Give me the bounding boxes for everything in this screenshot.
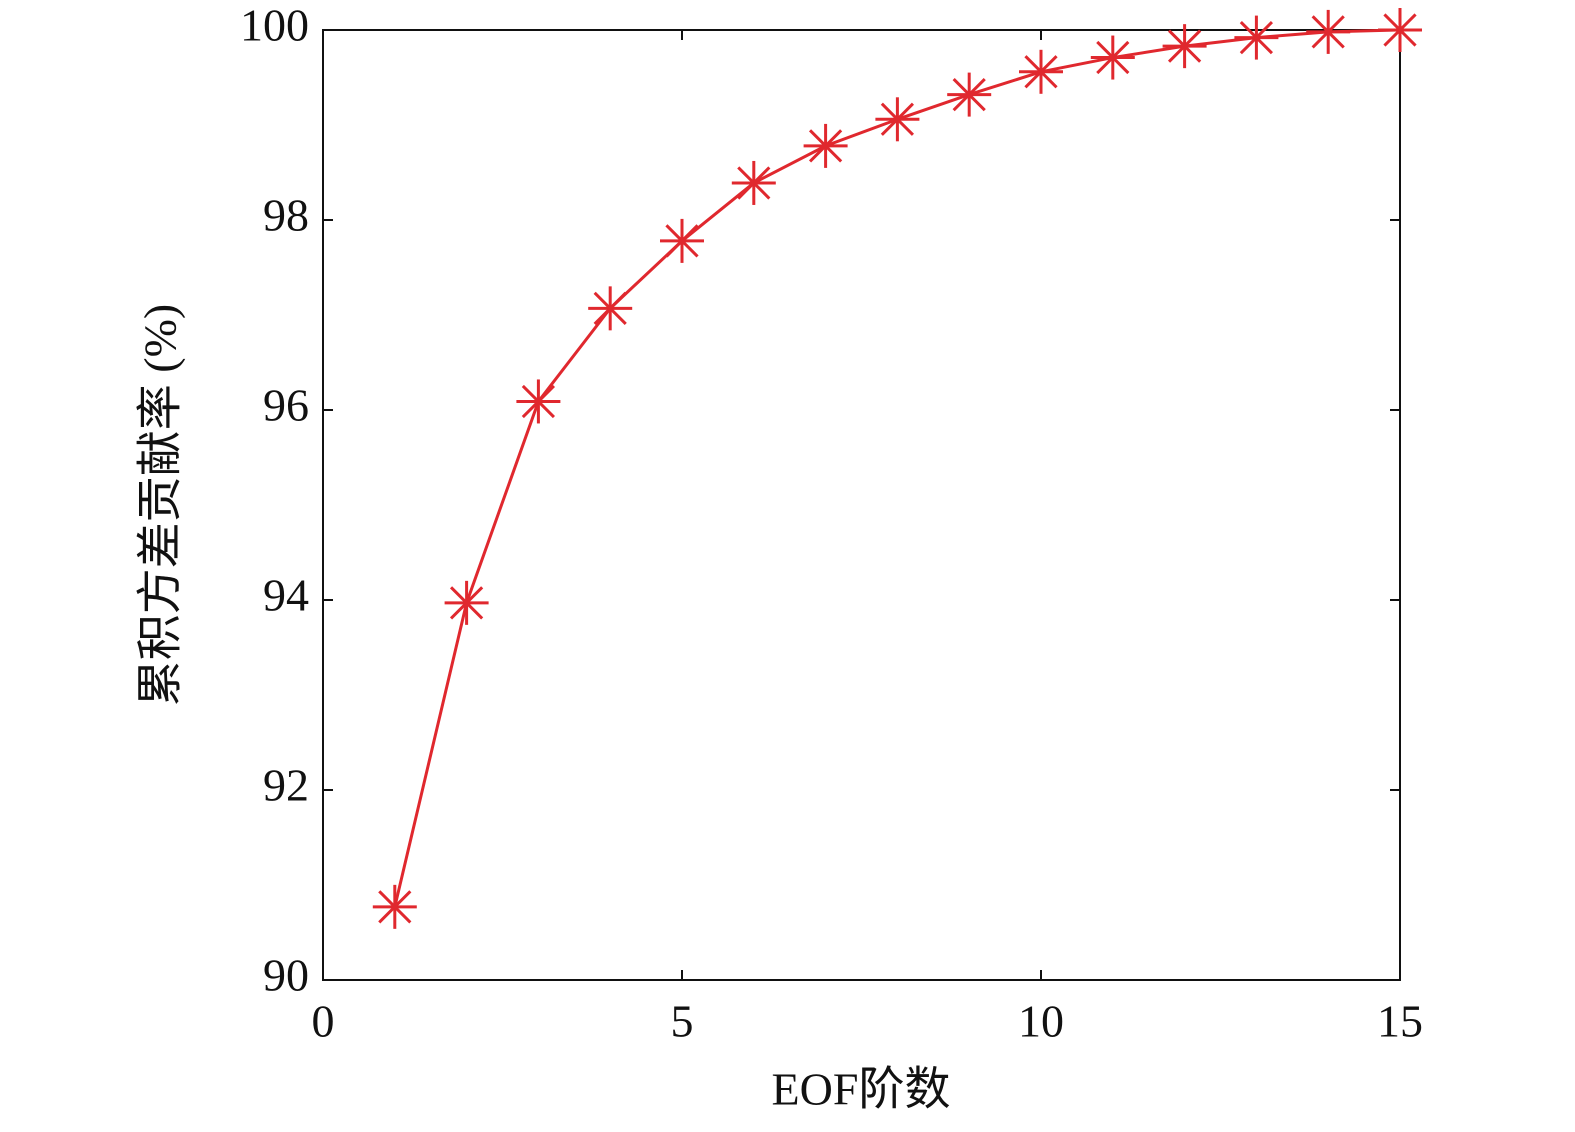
y-tick-label: 90 xyxy=(263,950,309,1001)
y-tick-label: 100 xyxy=(240,0,309,51)
asterisk-marker xyxy=(1306,9,1351,54)
y-tick-label: 98 xyxy=(263,190,309,241)
y-axis-label: 累积方差贡献率 (%) xyxy=(135,304,186,706)
marker-stroke xyxy=(593,291,627,325)
marker-stroke xyxy=(1096,40,1130,75)
marker-stroke xyxy=(952,77,986,112)
asterisk-marker xyxy=(1090,35,1135,80)
asterisk-marker xyxy=(1378,8,1422,52)
marker-stroke xyxy=(1239,20,1274,55)
marker-stroke xyxy=(1311,15,1345,49)
marker-stroke xyxy=(665,224,699,258)
asterisk-marker xyxy=(947,72,992,117)
asterisk-marker xyxy=(372,884,417,929)
x-tick-label: 15 xyxy=(1377,996,1423,1047)
x-tick-label: 5 xyxy=(671,996,694,1047)
asterisk-marker xyxy=(875,97,920,142)
marker-stroke xyxy=(1167,29,1202,63)
asterisk-marker xyxy=(1162,24,1207,69)
x-tick-label: 0 xyxy=(312,996,335,1047)
x-axis-label: EOF阶数 xyxy=(772,1064,951,1115)
asterisk-marker xyxy=(444,580,489,625)
marker-stroke xyxy=(1383,13,1417,47)
asterisk-marker xyxy=(660,218,704,263)
asterisk-marker xyxy=(731,160,776,205)
data-line xyxy=(393,28,1401,908)
asterisk-marker xyxy=(1234,15,1279,60)
y-tick-label: 94 xyxy=(263,570,309,621)
marker-stroke xyxy=(378,890,412,924)
asterisk-marker xyxy=(588,286,633,331)
asterisk-marker xyxy=(516,379,561,424)
y-tick-label: 96 xyxy=(263,380,309,431)
y-tick-label: 92 xyxy=(263,760,309,811)
marker-stroke xyxy=(1024,55,1058,89)
plot-frame xyxy=(322,29,1401,981)
asterisk-marker xyxy=(1019,49,1063,94)
asterisk-marker xyxy=(803,123,848,168)
marker-stroke xyxy=(521,384,556,419)
marker-stroke xyxy=(449,586,484,620)
x-tick-label: 10 xyxy=(1018,996,1064,1047)
marker-stroke xyxy=(880,102,915,136)
marker-stroke xyxy=(737,166,771,200)
marker-stroke xyxy=(808,129,843,163)
